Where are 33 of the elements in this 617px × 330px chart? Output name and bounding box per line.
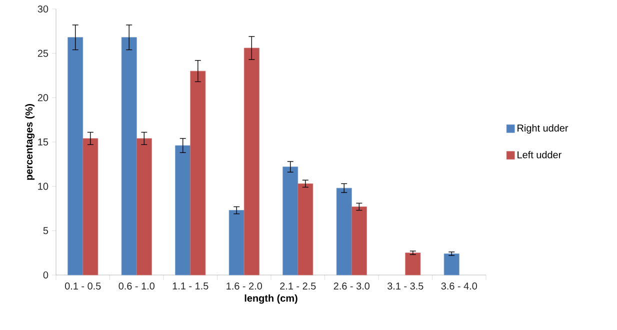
- y-tick-label: 15: [38, 138, 48, 146]
- y-tick-label: 25: [38, 50, 48, 57]
- bar: [351, 206, 367, 276]
- bar: [336, 188, 352, 276]
- y-axis-title: percentages (%): [25, 104, 35, 180]
- bar: [190, 70, 206, 276]
- bar: [175, 145, 191, 276]
- legend-label: Left udder: [518, 150, 562, 158]
- bar: [68, 37, 84, 276]
- bar: [444, 254, 460, 276]
- y-tick-label: 30: [38, 5, 48, 13]
- bar: [405, 252, 421, 276]
- bar: [228, 210, 244, 276]
- y-tick-label: 5: [43, 227, 48, 234]
- y-tick-label: 10: [38, 182, 48, 190]
- x-axis-title: length (cm): [244, 294, 298, 304]
- y-tick-label: 0: [43, 271, 48, 279]
- x-tick-label: 0.1 - 0.5: [64, 282, 101, 290]
- x-tick-label: 1.1 - 1.5: [172, 282, 208, 290]
- bar: [244, 48, 260, 276]
- x-tick-label: 1.6 - 2.0: [226, 282, 262, 290]
- x-tick-label: 0.6 - 1.0: [118, 282, 155, 290]
- x-tick-label: 3.6 - 4.0: [441, 282, 478, 290]
- legend-label: Right udder: [518, 124, 568, 134]
- bar: [282, 166, 298, 276]
- x-tick-label: 3.1 - 3.5: [387, 282, 424, 290]
- bar: [298, 183, 314, 276]
- bar: [82, 138, 98, 276]
- y-tick-label: 20: [38, 94, 48, 102]
- x-tick-label: 2.1 - 2.5: [280, 282, 316, 290]
- x-tick-label: 2.6 - 3.0: [334, 282, 370, 290]
- bar: [136, 138, 152, 276]
- bar: [121, 37, 137, 276]
